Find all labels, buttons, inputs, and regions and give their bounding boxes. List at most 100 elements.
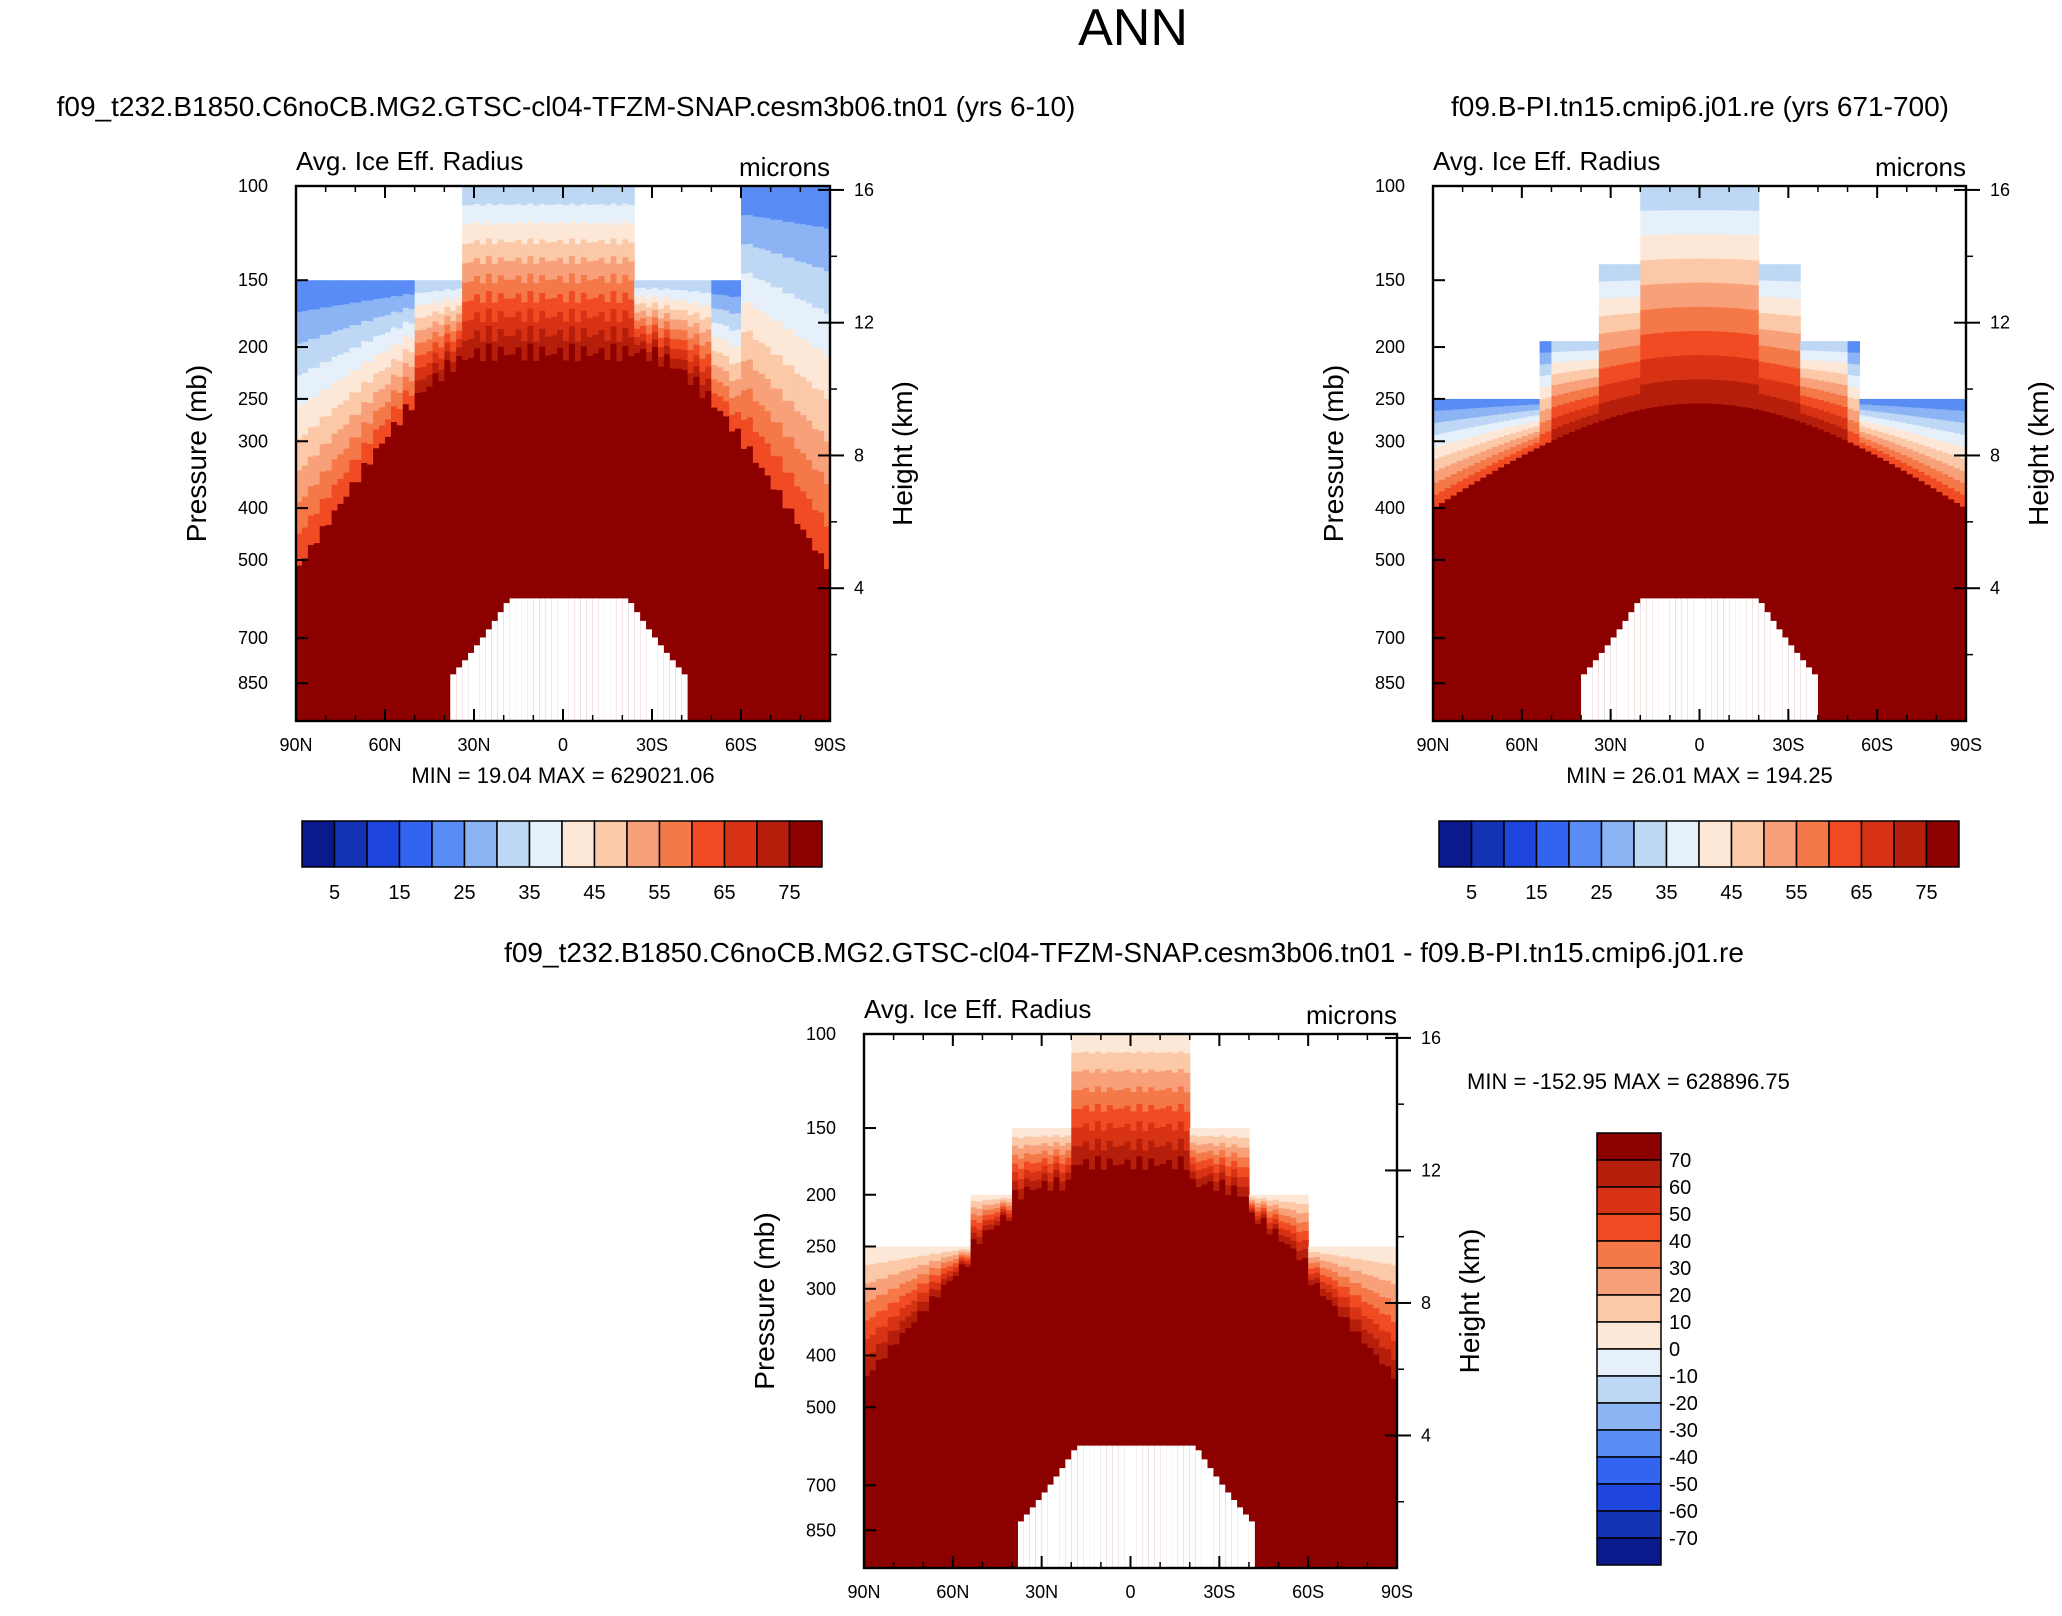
field-cell xyxy=(1225,1214,1232,1568)
field-cell xyxy=(385,367,392,386)
field-cell xyxy=(818,430,825,473)
field-cell xyxy=(1029,1145,1037,1156)
field-cell xyxy=(699,306,706,321)
field-cell xyxy=(764,218,772,251)
field-cell xyxy=(343,496,350,721)
field-cell xyxy=(812,550,819,721)
field-cell xyxy=(1906,407,1914,417)
field-cell xyxy=(1942,474,1949,486)
field-label: Avg. Ice Eff. Radius xyxy=(1433,146,1660,176)
colorbar-label: 30 xyxy=(1669,1258,1691,1280)
field-cell xyxy=(1272,1219,1280,1225)
field-cell xyxy=(1859,426,1866,433)
field-cell xyxy=(574,598,582,721)
field-cell xyxy=(1504,420,1511,429)
field-cell xyxy=(1361,1301,1368,1317)
field-cell xyxy=(1936,398,1943,410)
field-cell xyxy=(385,419,392,438)
field-cell xyxy=(438,336,445,349)
field-cell xyxy=(1166,1105,1173,1125)
field-cell xyxy=(1604,281,1612,300)
field-cell xyxy=(1089,1034,1096,1054)
x-tick-label: 60N xyxy=(1505,735,1538,755)
field-cell xyxy=(373,280,380,300)
field-cell xyxy=(1521,423,1529,431)
field-cell xyxy=(675,339,683,350)
field-cell xyxy=(923,1292,930,1303)
field-cell xyxy=(1444,476,1452,489)
field-cell xyxy=(1035,1197,1043,1207)
field-cell xyxy=(390,280,398,297)
field-cell xyxy=(824,569,830,721)
field-cell xyxy=(485,186,493,205)
field-cell xyxy=(1320,1310,1327,1568)
field-cell xyxy=(952,1280,960,1285)
field-cell xyxy=(812,469,819,511)
field-cell xyxy=(952,1284,960,1568)
field-cell xyxy=(1355,1246,1363,1260)
field-cell xyxy=(1130,1169,1138,1190)
field-cell xyxy=(782,436,790,474)
field-cell xyxy=(1254,1203,1262,1208)
field-cell xyxy=(1788,645,1795,721)
field-cell xyxy=(468,300,475,321)
field-cell xyxy=(1948,432,1955,445)
field-cell xyxy=(432,311,439,323)
field-cell xyxy=(1527,410,1535,418)
field-cell xyxy=(1663,405,1671,721)
field-cell xyxy=(337,354,345,381)
field-cell xyxy=(1806,341,1813,352)
field-cell xyxy=(1106,1123,1114,1142)
field-cell xyxy=(687,315,695,328)
field-cell xyxy=(1077,1108,1084,1129)
field-cell xyxy=(1812,350,1819,361)
field-cell xyxy=(1225,1204,1232,1215)
field-cell xyxy=(806,381,813,422)
field-cell xyxy=(1717,380,1724,405)
field-cell xyxy=(1782,264,1789,282)
field-cell xyxy=(1112,1146,1120,1167)
field-cell xyxy=(1539,375,1547,389)
field-cell xyxy=(1124,1069,1132,1089)
field-cell xyxy=(1900,430,1908,440)
field-cell xyxy=(1877,398,1884,407)
field-cell xyxy=(1782,281,1789,299)
field-cell xyxy=(1444,443,1452,456)
field-cell xyxy=(1083,1034,1090,1053)
field-cell xyxy=(343,472,350,498)
field-cell xyxy=(385,349,392,368)
field-cell xyxy=(1023,1161,1031,1171)
field-cell xyxy=(663,296,671,306)
field-cell xyxy=(444,298,451,308)
field-cell xyxy=(1521,442,1529,449)
field-cell xyxy=(741,390,748,421)
field-cell xyxy=(1492,414,1499,424)
field-cell xyxy=(325,416,333,444)
field-cell xyxy=(616,244,623,265)
field-cell xyxy=(1237,1196,1244,1207)
field-cell xyxy=(296,533,303,567)
field-cell xyxy=(1355,1295,1363,1308)
field-cell xyxy=(1260,1198,1268,1202)
field-cell xyxy=(1166,1445,1173,1568)
field-cell xyxy=(1729,210,1736,236)
field-cell xyxy=(1106,1194,1114,1568)
field-cell xyxy=(444,342,451,352)
field-cell xyxy=(1213,1476,1220,1568)
field-cell xyxy=(923,1283,930,1294)
field-cell xyxy=(1142,1170,1149,1191)
field-cell xyxy=(1948,398,1955,411)
field-cell xyxy=(1361,1329,1368,1345)
field-cell xyxy=(574,263,582,284)
field-cell xyxy=(1752,260,1760,286)
field-cell xyxy=(592,223,600,243)
y-tick-label: 250 xyxy=(806,1237,836,1257)
field-cell xyxy=(1207,1173,1215,1182)
field-cell xyxy=(1077,1127,1084,1147)
field-cell xyxy=(1658,186,1665,212)
field-cell xyxy=(752,401,760,433)
field-cell xyxy=(1337,1266,1345,1278)
field-cell xyxy=(1071,1450,1078,1568)
field-cell xyxy=(586,242,594,263)
field-cell xyxy=(782,221,790,259)
